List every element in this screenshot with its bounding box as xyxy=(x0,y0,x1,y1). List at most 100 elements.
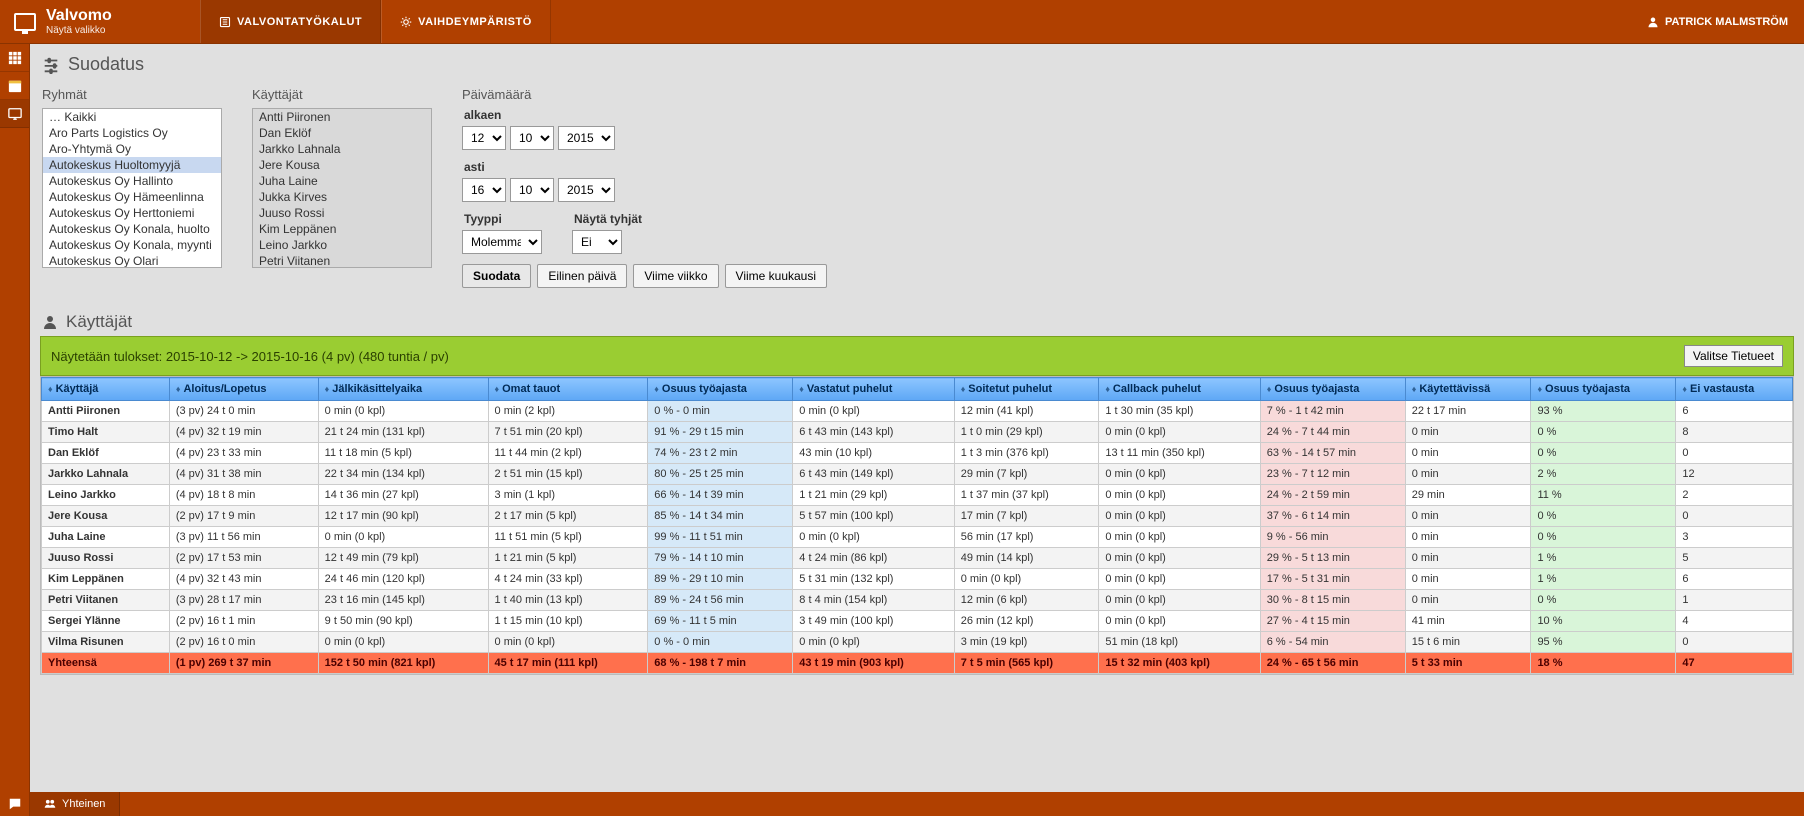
table-cell: (4 pv) 31 t 38 min xyxy=(169,464,318,485)
last-week-button[interactable]: Viime viikko xyxy=(633,264,718,288)
group-option[interactable]: Autokeskus Oy Konala, huolto xyxy=(43,221,221,237)
users-listbox[interactable]: Antti PiironenDan EklöfJarkko LahnalaJer… xyxy=(252,108,432,268)
table-cell: 0 min xyxy=(1405,527,1531,548)
last-month-button[interactable]: Viime kuukausi xyxy=(725,264,827,288)
column-header[interactable]: ♦Osuus työajasta xyxy=(1260,378,1405,401)
table-row[interactable]: Timo Halt(4 pv) 32 t 19 min21 t 24 min (… xyxy=(42,422,1793,443)
table-cell: 1 t 0 min (29 kpl) xyxy=(954,422,1099,443)
user-option[interactable]: Jukka Kirves xyxy=(253,189,431,205)
date-label: Päivämäärä xyxy=(462,87,827,102)
table-row[interactable]: Antti Piironen(3 pv) 24 t 0 min0 min (0 … xyxy=(42,401,1793,422)
column-header[interactable]: ♦Aloitus/Lopetus xyxy=(169,378,318,401)
nav-valvontatyokalut[interactable]: VALVONTATYÖKALUT xyxy=(200,0,381,43)
table-cell: 56 min (17 kpl) xyxy=(954,527,1099,548)
table-row[interactable]: Juuso Rossi(2 pv) 17 t 53 min12 t 49 min… xyxy=(42,548,1793,569)
group-option[interactable]: Autokeskus Huoltomyyjä xyxy=(43,157,221,173)
table-row[interactable]: Dan Eklöf(4 pv) 23 t 33 min11 t 18 min (… xyxy=(42,443,1793,464)
table-cell: 1 t 30 min (35 kpl) xyxy=(1099,401,1260,422)
table-row[interactable]: Jarkko Lahnala(4 pv) 31 t 38 min22 t 34 … xyxy=(42,464,1793,485)
column-header[interactable]: ♦Vastatut puhelut xyxy=(793,378,954,401)
user-menu[interactable]: PATRICK MALMSTRÖM xyxy=(1631,0,1804,43)
user-option[interactable]: Jarkko Lahnala xyxy=(253,141,431,157)
table-row[interactable]: Petri Viitanen(3 pv) 28 t 17 min23 t 16 … xyxy=(42,590,1793,611)
group-option[interactable]: Autokeskus Oy Olari xyxy=(43,253,221,268)
yesterday-button[interactable]: Eilinen päivä xyxy=(537,264,627,288)
filter-panel-title: Suodatus xyxy=(42,54,1794,75)
to-day-select[interactable]: 16 xyxy=(462,178,506,202)
group-option[interactable]: Aro Parts Logistics Oy xyxy=(43,125,221,141)
user-option[interactable]: Juuso Rossi xyxy=(253,205,431,221)
group-option[interactable]: Autokeskus Oy Hallinto xyxy=(43,173,221,189)
user-option[interactable]: Dan Eklöf xyxy=(253,125,431,141)
type-select[interactable]: Molemmat xyxy=(462,230,542,254)
user-icon xyxy=(42,314,58,330)
from-day-select[interactable]: 12 xyxy=(462,126,506,150)
column-header[interactable]: ♦Käytettävissä xyxy=(1405,378,1531,401)
group-option[interactable]: Autokeskus Oy Konala, myynti xyxy=(43,237,221,253)
side-nav-grid[interactable] xyxy=(0,44,29,72)
nav-vaihdeymparisto[interactable]: VAIHDEYMPÄRISTÖ xyxy=(381,0,551,43)
column-header[interactable]: ♦Ei vastausta xyxy=(1676,378,1793,401)
table-cell: 5 t 57 min (100 kpl) xyxy=(793,506,954,527)
gear-icon xyxy=(400,16,412,28)
bottom-bar: Yhteinen xyxy=(0,792,1804,816)
to-year-select[interactable]: 2015 xyxy=(558,178,615,202)
select-records-button[interactable]: Valitse Tietueet xyxy=(1684,345,1783,367)
table-cell: 8 xyxy=(1676,422,1793,443)
column-header[interactable]: ♦Osuus työajasta xyxy=(1531,378,1676,401)
table-row[interactable]: Kim Leppänen(4 pv) 32 t 43 min24 t 46 mi… xyxy=(42,569,1793,590)
user-option[interactable]: Juha Laine xyxy=(253,173,431,189)
user-option[interactable]: Leino Jarkko xyxy=(253,237,431,253)
from-year-select[interactable]: 2015 xyxy=(558,126,615,150)
column-header[interactable]: ♦Käyttäjä xyxy=(42,378,170,401)
table-row[interactable]: Juha Laine(3 pv) 11 t 56 min0 min (0 kpl… xyxy=(42,527,1793,548)
table-cell: 6 xyxy=(1676,401,1793,422)
table-cell: 4 t 24 min (86 kpl) xyxy=(793,548,954,569)
table-cell: 45 t 17 min (111 kpl) xyxy=(488,653,648,674)
table-row[interactable]: Jere Kousa(2 pv) 17 t 9 min12 t 17 min (… xyxy=(42,506,1793,527)
side-nav-monitor[interactable] xyxy=(0,100,29,128)
user-option[interactable]: Jere Kousa xyxy=(253,157,431,173)
table-cell: 26 min (12 kpl) xyxy=(954,611,1099,632)
column-header[interactable]: ♦Callback puhelut xyxy=(1099,378,1260,401)
bottom-tab-yhteinen[interactable]: Yhteinen xyxy=(30,792,120,816)
show-empty-select[interactable]: Ei xyxy=(572,230,622,254)
table-cell: 17 % - 5 t 31 min xyxy=(1260,569,1405,590)
table-row[interactable]: Vilma Risunen(2 pv) 16 t 0 min0 min (0 k… xyxy=(42,632,1793,653)
column-header[interactable]: ♦Jälkikäsittelyaika xyxy=(318,378,488,401)
table-cell: 4 xyxy=(1676,611,1793,632)
table-cell: 66 % - 14 t 39 min xyxy=(648,485,793,506)
group-option[interactable]: Autokeskus Oy Herttoniemi xyxy=(43,205,221,221)
user-option[interactable]: Antti Piironen xyxy=(253,109,431,125)
group-option[interactable]: Autokeskus Oy Hämeenlinna xyxy=(43,189,221,205)
column-header[interactable]: ♦Soitetut puhelut xyxy=(954,378,1099,401)
group-icon xyxy=(44,798,56,810)
table-cell: 0 min (0 kpl) xyxy=(793,401,954,422)
table-cell: (2 pv) 17 t 53 min xyxy=(169,548,318,569)
group-option[interactable]: Aro-Yhtymä Oy xyxy=(43,141,221,157)
filter-button[interactable]: Suodata xyxy=(462,264,531,288)
table-cell: 29 min (7 kpl) xyxy=(954,464,1099,485)
table-cell: 0 % xyxy=(1531,422,1676,443)
table-cell: 0 % - 0 min xyxy=(648,401,793,422)
column-header[interactable]: ♦Omat tauot xyxy=(488,378,648,401)
groups-listbox[interactable]: … KaikkiAro Parts Logistics OyAro-Yhtymä… xyxy=(42,108,222,268)
table-cell: 6 xyxy=(1676,569,1793,590)
to-month-select[interactable]: 10 xyxy=(510,178,554,202)
table-cell: 9 % - 56 min xyxy=(1260,527,1405,548)
table-cell: 41 min xyxy=(1405,611,1531,632)
table-cell: 85 % - 14 t 34 min xyxy=(648,506,793,527)
side-nav-calendar[interactable] xyxy=(0,72,29,100)
user-option[interactable]: Petri Viitanen xyxy=(253,253,431,268)
table-cell: 15 t 32 min (403 kpl) xyxy=(1099,653,1260,674)
user-option[interactable]: Kim Leppänen xyxy=(253,221,431,237)
brand[interactable]: Valvomo Näytä valikko xyxy=(0,0,200,43)
table-row[interactable]: Leino Jarkko(4 pv) 18 t 8 min14 t 36 min… xyxy=(42,485,1793,506)
table-row[interactable]: Sergei Ylänne(2 pv) 16 t 1 min9 t 50 min… xyxy=(42,611,1793,632)
from-month-select[interactable]: 10 xyxy=(510,126,554,150)
table-cell: 30 % - 8 t 15 min xyxy=(1260,590,1405,611)
column-header[interactable]: ♦Osuus työajasta xyxy=(648,378,793,401)
chat-icon-button[interactable] xyxy=(0,792,30,816)
table-cell: Kim Leppänen xyxy=(42,569,170,590)
group-option[interactable]: … Kaikki xyxy=(43,109,221,125)
